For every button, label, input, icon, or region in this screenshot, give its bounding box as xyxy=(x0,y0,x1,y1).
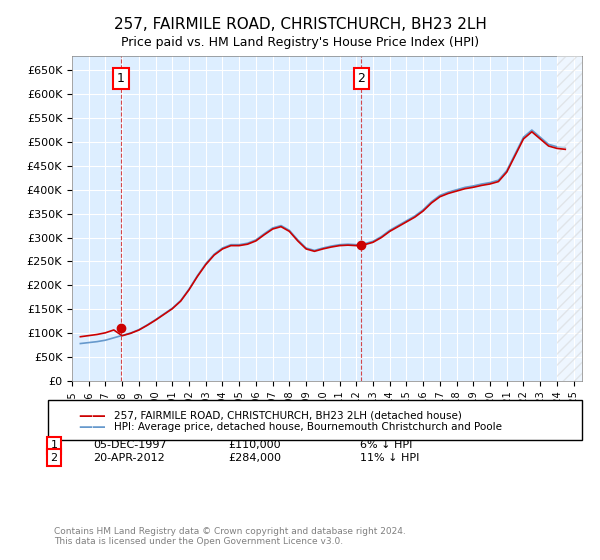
Text: Contains HM Land Registry data © Crown copyright and database right 2024.
This d: Contains HM Land Registry data © Crown c… xyxy=(54,526,406,546)
Text: 1: 1 xyxy=(117,72,125,85)
Text: 2: 2 xyxy=(50,452,58,463)
Text: ——: —— xyxy=(78,420,106,435)
Text: ——: —— xyxy=(78,422,106,436)
Text: 05-DEC-1997: 05-DEC-1997 xyxy=(93,440,167,450)
Text: ——: —— xyxy=(78,409,106,422)
Text: 20-APR-2012: 20-APR-2012 xyxy=(93,452,165,463)
Text: ——: —— xyxy=(78,409,106,422)
Text: 257, FAIRMILE ROAD, CHRISTCHURCH, BH23 2LH (detached house): 257, FAIRMILE ROAD, CHRISTCHURCH, BH23 2… xyxy=(114,410,462,421)
Text: £110,000: £110,000 xyxy=(228,440,281,450)
Text: 1: 1 xyxy=(50,440,58,450)
Text: Price paid vs. HM Land Registry's House Price Index (HPI): Price paid vs. HM Land Registry's House … xyxy=(121,36,479,49)
Text: 6% ↓ HPI: 6% ↓ HPI xyxy=(360,440,412,450)
Text: £284,000: £284,000 xyxy=(228,452,281,463)
Text: 257, FAIRMILE ROAD, CHRISTCHURCH, BH23 2LH: 257, FAIRMILE ROAD, CHRISTCHURCH, BH23 2… xyxy=(113,17,487,32)
Text: 11% ↓ HPI: 11% ↓ HPI xyxy=(360,452,419,463)
Text: HPI: Average price, detached house, Bournemouth Christchurch and Poole: HPI: Average price, detached house, Bour… xyxy=(114,423,502,433)
Text: 2: 2 xyxy=(358,72,365,85)
Text: HPI: Average price, detached house, Bournemouth Christchurch and Poole: HPI: Average price, detached house, Bour… xyxy=(114,422,502,432)
Bar xyxy=(557,56,582,381)
Text: 257, FAIRMILE ROAD, CHRISTCHURCH, BH23 2LH (detached house): 257, FAIRMILE ROAD, CHRISTCHURCH, BH23 2… xyxy=(114,410,462,421)
